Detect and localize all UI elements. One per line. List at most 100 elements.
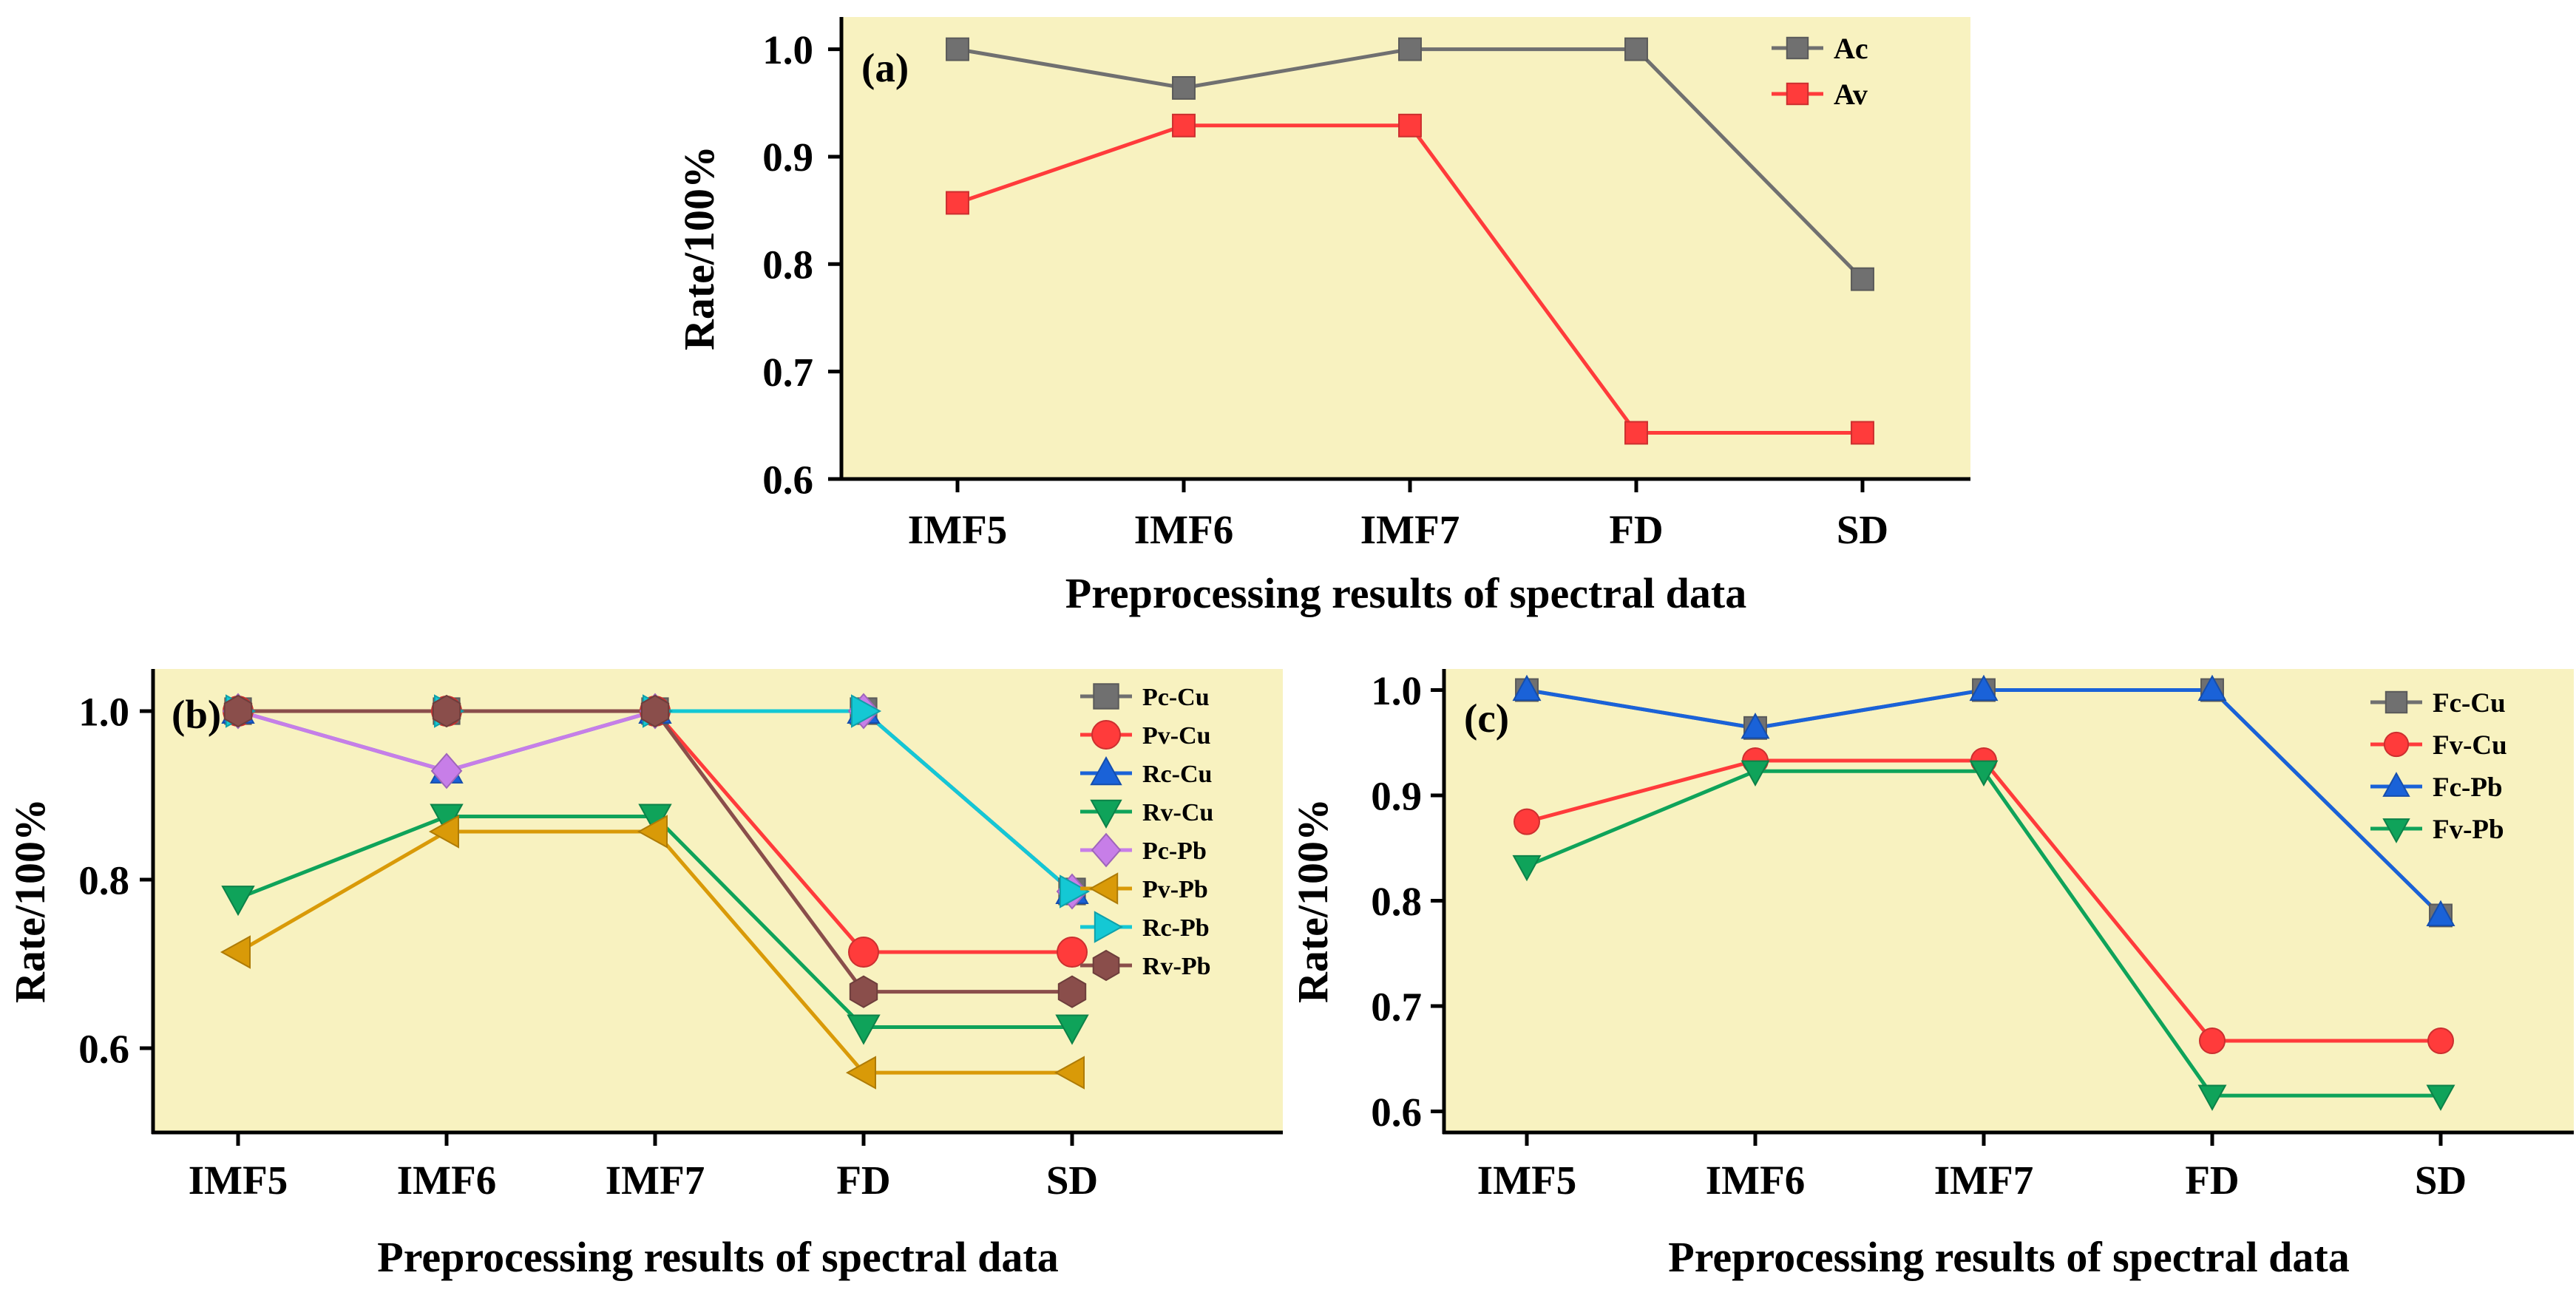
data-point-Av	[1851, 421, 1874, 445]
data-point-Rc-Pb	[851, 694, 882, 728]
data-point-Av	[946, 191, 969, 215]
x-tick-label: SD	[1046, 1158, 1098, 1203]
data-point-Rv-Cu	[221, 886, 255, 917]
data-point-Rv-Pb	[849, 975, 878, 1008]
data-point-Fc-Pb	[2197, 674, 2227, 702]
data-point-Pv-Cu	[848, 937, 879, 968]
legend-label: Rv-Cu	[1142, 799, 1213, 826]
legend-label: Fv-Cu	[2433, 730, 2507, 761]
x-tick-label: FD	[836, 1158, 890, 1203]
data-point-Fc-Pb	[1512, 674, 1542, 702]
y-tick-label: 1.0	[762, 27, 813, 72]
x-tick-label: IMF7	[606, 1158, 705, 1203]
data-point-Rv-Pb	[640, 694, 670, 728]
legend-marker	[2385, 690, 2408, 714]
data-point-Fv-Pb	[1741, 760, 1770, 787]
x-tick-label: IMF7	[1934, 1158, 2033, 1203]
data-point-Pc-Pb	[430, 753, 463, 789]
y-tick-label: 0.7	[762, 350, 813, 395]
y-axis-title: Rate/100%	[1289, 798, 1337, 1003]
data-point-Fc-Pb	[2426, 900, 2455, 926]
data-point-Av	[1624, 421, 1648, 445]
panel-label: (b)	[172, 692, 221, 737]
legend-label: Pv-Cu	[1142, 722, 1211, 750]
data-point-Pv-Cu	[1057, 937, 1088, 968]
legend-marker	[1093, 683, 1119, 710]
y-axis-title: Rate/100%	[675, 146, 723, 350]
x-axis-title: Preprocessing results of spectral data	[377, 1233, 1058, 1281]
legend-label: Rv-Pb	[1142, 953, 1211, 980]
data-point-Pv-Pb	[220, 935, 251, 969]
x-tick-label: SD	[1837, 507, 1888, 552]
data-point-Ac	[1172, 75, 1196, 100]
legend-marker	[1786, 36, 1809, 60]
y-tick-label: 0.7	[1371, 984, 1422, 1029]
y-tick-label: 0.9	[1371, 773, 1422, 818]
data-point-Fv-Pb	[2426, 1084, 2455, 1111]
data-point-Fv-Pb	[2197, 1084, 2227, 1111]
data-point-Rv-Cu	[1055, 1014, 1089, 1045]
data-point-Av	[1172, 113, 1196, 137]
data-point-Fc-Pb	[1741, 713, 1770, 739]
y-tick-label: 0.8	[762, 242, 813, 288]
data-point-Fc-Pb	[1969, 674, 1999, 702]
data-point-Fv-Cu	[2427, 1027, 2454, 1055]
legend-label: Fc-Cu	[2433, 688, 2506, 719]
data-point-Pv-Pb	[1054, 1056, 1085, 1090]
data-point-Ac	[1624, 37, 1648, 61]
y-tick-label: 0.6	[78, 1026, 129, 1071]
data-point-Av	[1398, 113, 1422, 137]
x-tick-label: IMF6	[397, 1158, 496, 1203]
data-point-Fv-Cu	[1514, 808, 1540, 835]
y-tick-label: 0.9	[762, 135, 813, 180]
x-tick-label: IMF5	[1477, 1158, 1576, 1203]
legend-label: Fv-Pb	[2433, 815, 2504, 845]
legend: Fc-Cu Fv-Cu Fc-Pb Fv-Pb	[2370, 688, 2507, 845]
x-tick-label: FD	[1609, 507, 1663, 552]
y-tick-label: 0.8	[78, 857, 129, 903]
panel-label: (a)	[861, 45, 909, 90]
legend-marker	[1090, 756, 1122, 786]
x-axis-title: Preprocessing results of spectral data	[1668, 1233, 2349, 1281]
legend-label: Fc-Pb	[2433, 772, 2503, 803]
data-point-Fv-Pb	[1512, 855, 1542, 882]
legend-marker	[2382, 772, 2410, 797]
y-tick-label: 0.6	[762, 457, 813, 502]
x-tick-label: FD	[2185, 1158, 2239, 1203]
legend-label: Rc-Cu	[1142, 761, 1212, 788]
legend: Pc-Cu Pv-Cu Rc-Cu Rv-Cu Pc-Pb Pv-Pb Rc-Pb Rv-Pb	[1080, 683, 1213, 982]
legend-label: Pc-Cu	[1142, 684, 1210, 711]
plot-area	[153, 669, 1283, 1132]
legend-marker	[2382, 818, 2410, 843]
x-tick-label: IMF6	[1706, 1158, 1805, 1203]
data-point-Rc-Pb	[1060, 874, 1091, 908]
legend-label: Rc-Pb	[1142, 914, 1210, 942]
legend-marker	[1786, 82, 1809, 106]
y-tick-label: 0.6	[1371, 1090, 1422, 1135]
data-point-Rv-Pb	[223, 694, 253, 728]
legend-label: Pc-Pb	[1142, 838, 1207, 865]
data-point-Pv-Pb	[637, 815, 668, 849]
data-point-Ac	[1851, 267, 1874, 291]
data-point-Rv-Pb	[432, 694, 461, 728]
x-tick-label: IMF5	[908, 507, 1007, 552]
chart-panel-c: 0.6 0.7 0.8 0.9 1.0 IMF5 IMF6 IMF7 FD SD Preproces…	[1289, 668, 2574, 1281]
data-point-Fv-Cu	[2199, 1027, 2226, 1055]
y-axis-title: Rate/100%	[6, 798, 54, 1003]
x-tick-label: IMF6	[1134, 507, 1233, 552]
data-point-Rv-Pb	[1057, 975, 1087, 1008]
data-point-Ac	[946, 37, 969, 61]
x-axis-title: Preprocessing results of spectral data	[1065, 569, 1746, 617]
legend-marker	[1091, 720, 1121, 750]
legend-marker	[2383, 731, 2410, 758]
legend-marker	[1092, 949, 1120, 982]
y-tick-label: 1.0	[78, 689, 129, 734]
y-tick-label: 0.8	[1371, 879, 1422, 924]
legend-marker	[1094, 911, 1123, 943]
data-point-Pv-Pb	[428, 815, 459, 849]
panel-label: (c)	[1464, 696, 1509, 741]
x-tick-label: IMF7	[1360, 507, 1460, 552]
legend-marker	[1089, 872, 1119, 905]
chart-panel-b: 0.6 0.8 1.0 IMF5 IMF6 IMF7 FD SD Preprocessing r…	[6, 669, 1283, 1281]
legend-label: Ac	[1834, 32, 1868, 65]
